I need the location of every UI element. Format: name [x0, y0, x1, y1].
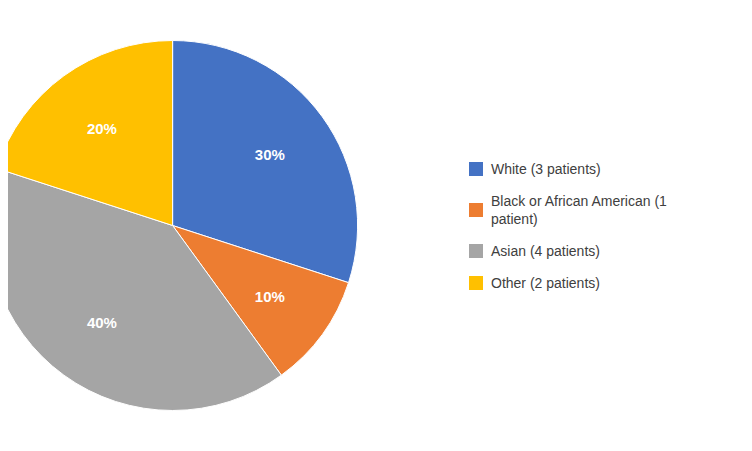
svg-text:10%: 10% [255, 288, 285, 305]
html-text:Black or African American (1 p: Black or African American (1 patient) [491, 192, 667, 227]
html-text:Asian (4 patients): Asian (4 patients) [491, 242, 600, 259]
html-text:Other (2 patients): Other (2 patients) [491, 274, 600, 291]
svg-text:40%: 40% [87, 314, 117, 331]
svg-text:20%: 20% [87, 120, 117, 137]
html-text:White (3 patients): White (3 patients) [491, 160, 601, 177]
svg-text:30%: 30% [255, 146, 285, 163]
